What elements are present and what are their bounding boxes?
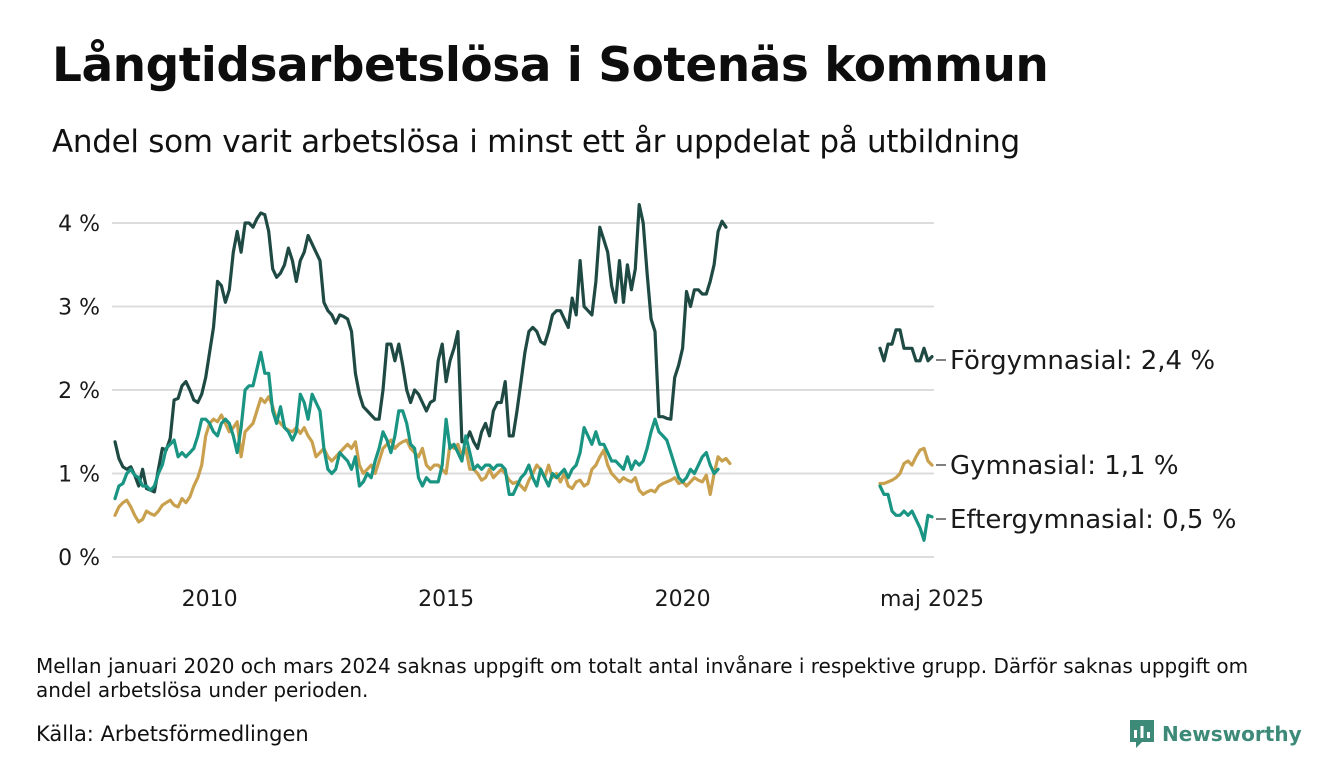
series-line-eftergymnasial-segment-2 [878, 484, 934, 542]
series-labels: Förgymnasial: 2,4 % Gymnasial: 1,1 % Efter… [936, 346, 1236, 535]
series-line-gymnasial-segment-1 [113, 395, 732, 524]
y-tick-label: 0 % [58, 546, 100, 571]
x-tick-label: 2015 [418, 587, 474, 612]
x-tick-label: 2010 [182, 587, 238, 612]
y-tick-label: 2 % [58, 379, 100, 404]
newsworthy-logo-icon [1130, 720, 1154, 748]
brand-name: Newsworthy [1162, 722, 1302, 746]
y-tick-label: 3 % [58, 296, 100, 321]
y-axis-labels: 0 % 1 % 2 % 3 % 4 % [58, 212, 100, 571]
series-line-förgymnasial-segment-1 [113, 203, 728, 494]
x-tick-label: maj 2025 [880, 587, 984, 612]
y-tick-label: 1 % [58, 463, 100, 488]
gridlines [112, 222, 934, 558]
series-label-gymnasial: Gymnasial: 1,1 % [950, 451, 1179, 481]
x-tick-label: 2020 [655, 587, 711, 612]
series-line-förgymnasial-segment-2 [878, 328, 934, 363]
source-text: Källa: Arbetsförmedlingen [36, 722, 309, 746]
footnote: Mellan januari 2020 och mars 2024 saknas… [36, 654, 1249, 702]
chart-subtitle: Andel som varit arbetslösa i minst ett å… [52, 124, 1020, 160]
line-chart: 0 % 1 % 2 % 3 % 4 % 2010 2015 2020 maj 2025 För… [58, 203, 1236, 612]
series-line-gymnasial-segment-2 [878, 446, 934, 486]
series-label-förgymnasial: Förgymnasial: 2,4 % [950, 346, 1215, 376]
chart-title: Långtidsarbetslösa i Sotenäs kommun [52, 38, 1049, 93]
series-label-eftergymnasial: Eftergymnasial: 0,5 % [950, 505, 1236, 535]
y-tick-label: 4 % [58, 212, 100, 237]
newsworthy-logo: Newsworthy [1128, 716, 1302, 752]
series-line-eftergymnasial-segment-1 [113, 350, 720, 501]
series-lines [113, 203, 934, 542]
x-axis-labels: 2010 2015 2020 maj 2025 [182, 587, 984, 612]
